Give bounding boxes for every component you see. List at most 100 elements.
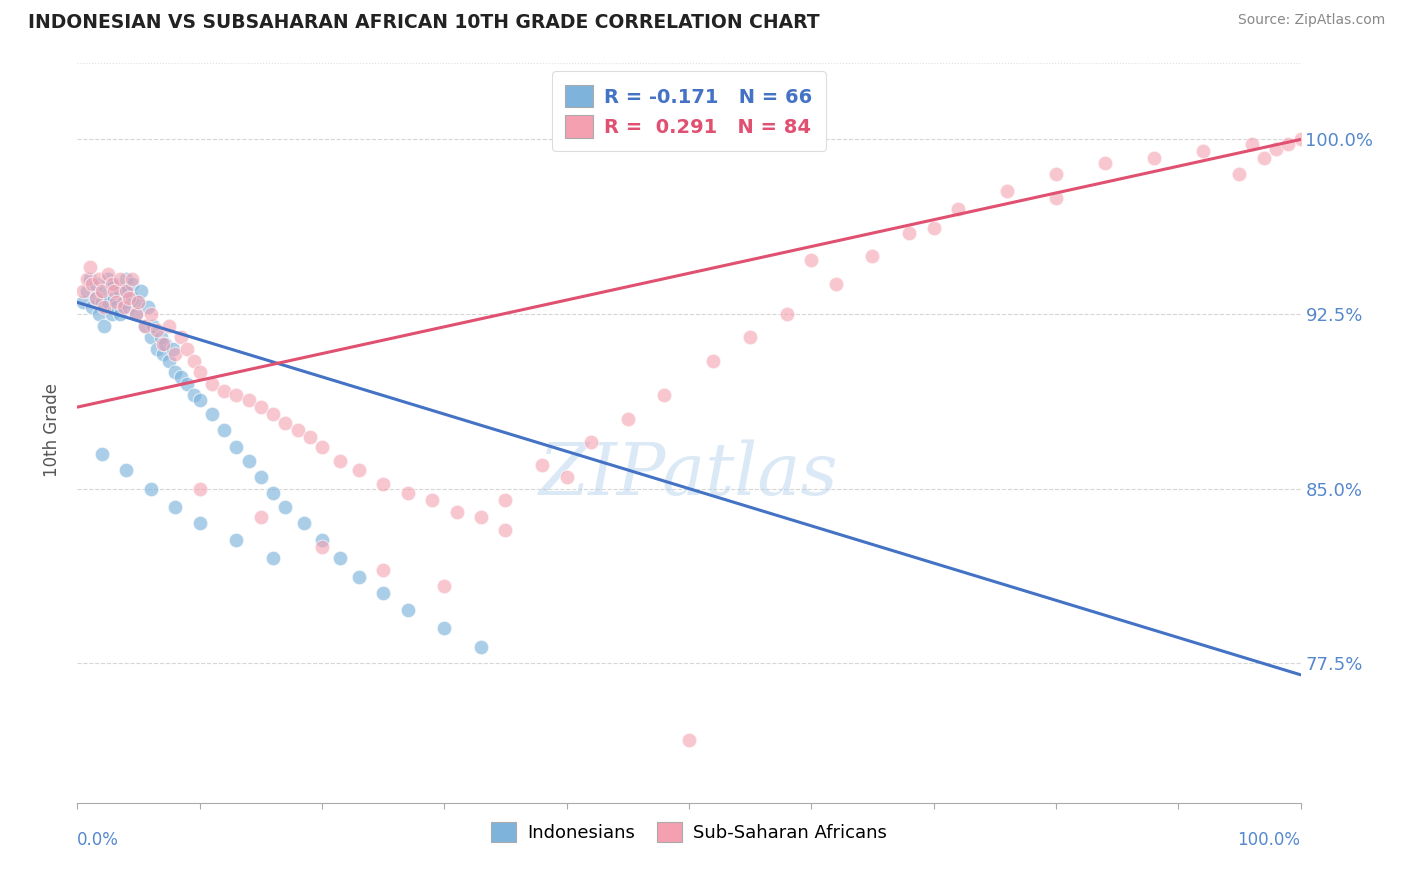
Point bbox=[579, 435, 602, 450]
Point bbox=[157, 353, 180, 368]
Point bbox=[90, 284, 112, 298]
Point bbox=[898, 226, 921, 240]
Point bbox=[946, 202, 969, 217]
Point bbox=[329, 551, 352, 566]
Point bbox=[149, 330, 172, 344]
Point bbox=[311, 440, 333, 454]
Point bbox=[76, 272, 98, 286]
Point bbox=[103, 291, 125, 305]
Point bbox=[93, 318, 115, 333]
Point bbox=[155, 337, 177, 351]
Point bbox=[139, 330, 162, 344]
Point bbox=[274, 500, 297, 515]
Point bbox=[105, 300, 128, 314]
Point bbox=[118, 300, 141, 314]
Point bbox=[238, 453, 260, 467]
Point bbox=[654, 388, 676, 402]
Point bbox=[84, 291, 107, 305]
Point bbox=[125, 307, 148, 321]
Point bbox=[311, 540, 333, 554]
Point bbox=[225, 533, 247, 547]
Point bbox=[250, 470, 273, 484]
Point bbox=[262, 486, 284, 500]
Point bbox=[90, 447, 112, 461]
Point bbox=[433, 579, 456, 593]
Point bbox=[922, 220, 945, 235]
Point bbox=[225, 440, 247, 454]
Point bbox=[108, 284, 131, 298]
Point bbox=[396, 486, 419, 500]
Point bbox=[396, 602, 419, 616]
Point bbox=[165, 346, 187, 360]
Point bbox=[446, 505, 468, 519]
Point bbox=[495, 493, 517, 508]
Point bbox=[72, 284, 94, 298]
Point bbox=[129, 284, 152, 298]
Point bbox=[176, 376, 198, 391]
Point bbox=[142, 318, 165, 333]
Point bbox=[84, 277, 107, 291]
Point bbox=[329, 453, 352, 467]
Point bbox=[1265, 142, 1288, 156]
Point bbox=[79, 272, 101, 286]
Point bbox=[1229, 167, 1251, 181]
Point bbox=[165, 365, 187, 379]
Point bbox=[776, 307, 799, 321]
Point bbox=[298, 430, 321, 444]
Point bbox=[76, 284, 98, 298]
Point bbox=[146, 323, 169, 337]
Point bbox=[127, 295, 149, 310]
Point bbox=[740, 330, 762, 344]
Point bbox=[470, 509, 492, 524]
Point bbox=[1191, 144, 1213, 158]
Point bbox=[157, 318, 180, 333]
Point bbox=[100, 307, 122, 321]
Point bbox=[250, 509, 273, 524]
Point bbox=[162, 342, 184, 356]
Point bbox=[262, 407, 284, 421]
Point bbox=[1253, 151, 1275, 165]
Point bbox=[136, 300, 159, 314]
Point bbox=[995, 184, 1018, 198]
Point bbox=[555, 470, 578, 484]
Point bbox=[188, 365, 211, 379]
Point bbox=[176, 342, 198, 356]
Point bbox=[115, 284, 138, 298]
Point bbox=[212, 423, 235, 437]
Point bbox=[1289, 132, 1312, 146]
Point bbox=[1277, 137, 1299, 152]
Point bbox=[183, 388, 205, 402]
Point bbox=[1094, 155, 1116, 169]
Point bbox=[80, 300, 103, 314]
Point bbox=[103, 277, 125, 291]
Point bbox=[103, 284, 125, 298]
Point bbox=[1240, 137, 1263, 152]
Point bbox=[371, 477, 394, 491]
Point bbox=[1143, 151, 1166, 165]
Point bbox=[262, 551, 284, 566]
Point bbox=[127, 295, 149, 310]
Point bbox=[531, 458, 554, 473]
Point bbox=[152, 346, 174, 360]
Point bbox=[152, 337, 174, 351]
Point bbox=[702, 353, 724, 368]
Point bbox=[97, 295, 120, 310]
Point bbox=[371, 563, 394, 577]
Point bbox=[1045, 191, 1067, 205]
Point bbox=[115, 463, 138, 477]
Point bbox=[250, 400, 273, 414]
Point bbox=[188, 516, 211, 531]
Point bbox=[108, 307, 131, 321]
Point bbox=[188, 482, 211, 496]
Point bbox=[105, 295, 128, 310]
Legend: Indonesians, Sub-Saharan Africans: Indonesians, Sub-Saharan Africans bbox=[484, 814, 894, 850]
Point bbox=[165, 500, 187, 515]
Point bbox=[347, 570, 370, 584]
Text: 0.0%: 0.0% bbox=[77, 830, 120, 848]
Point bbox=[800, 253, 823, 268]
Point bbox=[824, 277, 846, 291]
Point bbox=[201, 407, 224, 421]
Point bbox=[121, 277, 143, 291]
Point bbox=[93, 300, 115, 314]
Point bbox=[495, 524, 517, 538]
